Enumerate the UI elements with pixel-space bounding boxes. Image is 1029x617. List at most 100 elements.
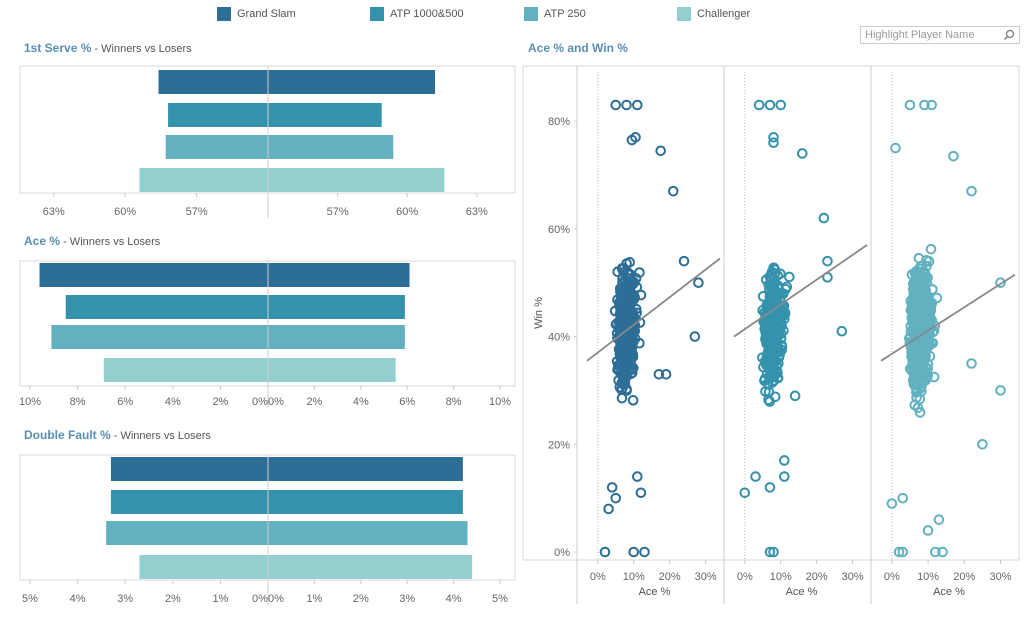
- highlight-player-search[interactable]: Highlight Player Name: [860, 26, 1020, 44]
- scatter-point: [921, 314, 932, 325]
- scatter-point: [789, 390, 801, 402]
- scatter-y-tick-label: 20%: [548, 439, 570, 451]
- scatter-trend-line: [586, 257, 721, 362]
- first_serve-bar-winners: [268, 70, 436, 94]
- legend-item-challenger[interactable]: Challenger: [677, 7, 750, 21]
- scatter-point: [606, 482, 618, 493]
- ace-title: Ace % - Winners vs Losers: [24, 234, 160, 248]
- scatter-x-tick-label: 0%: [590, 571, 606, 583]
- scatter-panel-0: [586, 99, 721, 558]
- scatter-point: [764, 546, 776, 558]
- scatter-point: [621, 302, 633, 313]
- scatter-y-tick-label: 80%: [548, 116, 570, 128]
- scatter-x-tick-label: 20%: [953, 571, 975, 583]
- scatter-point: [616, 367, 628, 379]
- scatter-point: [886, 498, 898, 509]
- first_serve-bar-losers: [165, 135, 268, 159]
- scatter-point: [689, 331, 701, 342]
- scatter-point: [995, 277, 1006, 289]
- ace-bar-losers: [103, 358, 268, 382]
- scatter-point: [918, 328, 929, 339]
- legend-swatch-atp-250: [524, 7, 538, 21]
- ace-bar-losers: [65, 295, 268, 319]
- scatter-point: [628, 546, 640, 558]
- ace-tick-label: 2%: [306, 396, 322, 408]
- legend: Grand Slam ATP 1000&500 ATP 250 Challeng…: [0, 7, 1029, 23]
- scatter-point: [771, 360, 782, 372]
- scatter-point: [763, 353, 775, 365]
- scatter-point: [765, 363, 777, 374]
- scatter-point: [916, 353, 928, 364]
- scatter-point: [912, 342, 924, 354]
- scatter-point: [893, 546, 905, 558]
- ace-title-sub: - Winners vs Losers: [60, 236, 161, 248]
- scatter-point: [836, 325, 848, 337]
- ace-bar-losers: [51, 325, 268, 349]
- scatter-point: [621, 258, 632, 269]
- first_serve-tick-label: 60%: [396, 206, 418, 218]
- double_fault-tick-label: 5%: [492, 593, 508, 605]
- scatter-point: [623, 334, 635, 345]
- double_fault-tick-label: 4%: [70, 593, 86, 605]
- scatter-point: [822, 255, 833, 267]
- scatter-x-axis-label: Ace %: [639, 586, 671, 598]
- ace-tick-label: 4%: [165, 396, 181, 408]
- scatter-point: [639, 546, 650, 558]
- scatter-point: [937, 546, 948, 558]
- scatter-point: [768, 262, 780, 274]
- scatter-point: [759, 323, 770, 335]
- scatter-y-tick-label: 0%: [554, 547, 570, 559]
- scatter-point: [775, 99, 787, 111]
- scatter-point: [966, 185, 977, 197]
- double_fault-tick-label: 2%: [353, 593, 369, 605]
- scatter-point: [933, 514, 945, 525]
- scatter-x-tick-label: 0%: [884, 571, 900, 583]
- legend-item-atp-1000-500[interactable]: ATP 1000&500: [370, 7, 464, 21]
- scatter-point: [779, 455, 790, 466]
- double_fault-bar-winners: [268, 555, 473, 579]
- search-icon[interactable]: [1003, 29, 1015, 41]
- scatter-point: [614, 348, 626, 360]
- scatter-point: [912, 402, 924, 414]
- ace-bar-losers: [39, 263, 268, 287]
- scatter-x-tick-label: 10%: [770, 571, 792, 583]
- first_serve-bar-losers: [139, 168, 268, 192]
- scatter-point: [774, 346, 785, 358]
- scatter-x-tick-label: 30%: [842, 571, 864, 583]
- scatter-point: [897, 546, 909, 558]
- ace-tick-label: 8%: [70, 396, 86, 408]
- scatter-point: [632, 471, 643, 482]
- legend-label: Challenger: [697, 8, 751, 20]
- scatter-point: [768, 137, 779, 148]
- scatter-trend-line: [733, 244, 868, 338]
- scatter-point: [780, 283, 791, 295]
- scatter-point: [922, 525, 934, 536]
- scatter-x-axis-label: Ace %: [933, 586, 965, 598]
- scatter-point: [771, 325, 783, 336]
- first_serve-tick-label: 63%: [43, 206, 65, 218]
- legend-swatch-atp-1000-500: [370, 7, 384, 21]
- ace-tick-label: 8%: [446, 396, 462, 408]
- legend-item-grand-slam[interactable]: Grand Slam: [217, 7, 296, 21]
- first_serve-tick-label: 63%: [466, 206, 488, 218]
- ace-tick-label: 2%: [212, 396, 228, 408]
- scatter-point: [739, 487, 751, 499]
- scatter-point: [911, 293, 923, 304]
- first_serve-bar-losers: [158, 70, 268, 94]
- scatter-x-tick-label: 0%: [737, 571, 753, 583]
- scatter-point: [948, 150, 959, 162]
- double_fault-bar-winners: [268, 457, 463, 481]
- scatter-point: [930, 546, 941, 558]
- legend-label: Grand Slam: [237, 8, 296, 20]
- scatter-trend-line: [880, 273, 1016, 362]
- scatter-point: [653, 368, 665, 380]
- scatter-point: [762, 332, 774, 344]
- legend-item-atp-250[interactable]: ATP 250: [524, 7, 586, 21]
- scatter-point: [966, 358, 977, 369]
- scatter-point: [768, 546, 779, 558]
- scatter-point: [610, 99, 622, 111]
- double_fault-bar-losers: [110, 457, 268, 481]
- scatter-point: [977, 438, 988, 450]
- double_fault-tick-label: 4%: [446, 593, 462, 605]
